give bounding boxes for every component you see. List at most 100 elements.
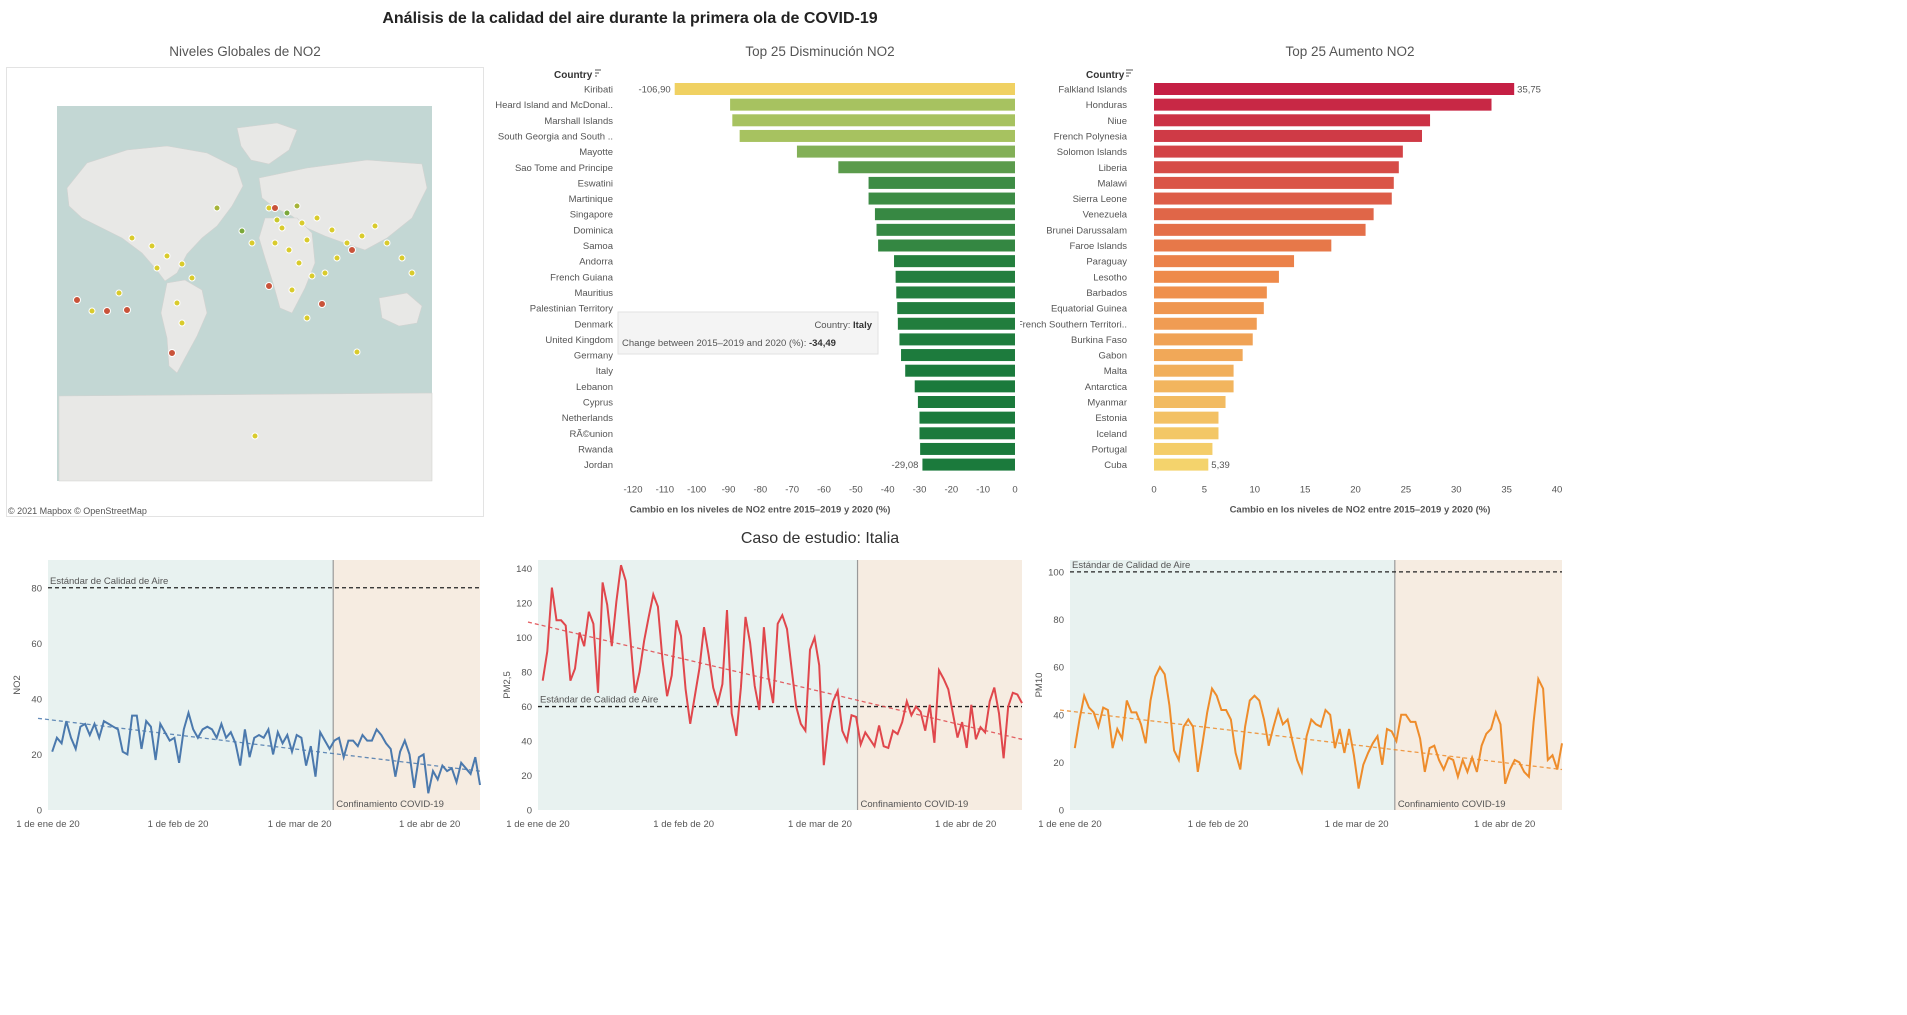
y-tick-label: 60 [521,702,532,713]
bar[interactable] [897,302,1015,315]
sort-icon[interactable] [595,69,601,77]
bar-label: Heard Island and McDonal.. [495,100,613,111]
series-line[interactable] [541,564,1023,766]
bar[interactable] [1154,349,1243,362]
bar[interactable] [868,176,1015,189]
bar[interactable] [1154,411,1219,424]
y-axis-title: PM2,5 [502,671,513,698]
bar[interactable] [1154,161,1399,174]
increase-bar-chart[interactable]: Country Falkland Islands 35,75 Honduras Niue… [1020,60,1580,520]
bar-label: United Kingdom [545,335,613,346]
x-tick-label: 1 de abr de 20 [1474,819,1535,830]
bar[interactable] [1154,145,1403,158]
bar-label: Palestinian Territory [530,304,614,315]
bar-label: Singapore [570,210,613,221]
x-tick-label: 20 [1350,484,1361,495]
bar[interactable] [838,161,1015,174]
y-tick-label: 100 [1048,567,1064,578]
series-line[interactable] [51,709,481,794]
no2-line-chart[interactable]: Confinamiento COVID-19 0 20 40 60 80 NO2 Estánd… [0,555,490,840]
case-study-title: Caso de estudio: Italia [740,530,900,547]
y-tick-label: 80 [1053,615,1064,626]
bar[interactable] [796,145,1015,158]
x-axis-title: Cambio en los niveles de NO2 entre 2015–… [1230,504,1491,515]
bar[interactable] [1154,255,1295,268]
world-map[interactable] [7,68,485,518]
bar[interactable] [876,223,1015,236]
bar[interactable] [920,442,1015,455]
bar[interactable] [1154,302,1264,315]
bar[interactable] [1154,458,1209,471]
bar[interactable] [1154,176,1394,189]
bar[interactable] [899,333,1015,346]
bar[interactable] [905,364,1015,377]
bar[interactable] [674,83,1015,95]
bar-label: Rwanda [578,444,614,455]
x-tick-label: 25 [1401,484,1412,495]
bar[interactable] [919,411,1016,424]
bar-label: Estonia [1095,413,1127,424]
bar[interactable] [897,317,1015,330]
bar-label: Cuba [1104,460,1127,471]
x-tick-label: 40 [1552,484,1563,495]
bar-label: Lebanon [576,382,613,393]
bar-label: Denmark [574,319,613,330]
bar[interactable] [868,192,1015,205]
pre-lockdown-band [1070,560,1395,810]
y-tick-label: 40 [31,694,42,705]
bar[interactable] [732,114,1015,127]
bar-label: Mayotte [579,147,613,158]
decrease-bar-chart[interactable]: Country Kiribati -106,90 Heard Island and M… [490,60,1030,520]
bar[interactable] [739,129,1015,142]
bar[interactable] [1154,396,1226,408]
pm10-line-chart[interactable]: Confinamiento COVID-19 0 20 40 60 80 100 PM10 Es… [1030,555,1570,840]
x-tick-label: 1 de mar de 20 [788,819,852,830]
bar[interactable] [1154,208,1374,221]
bar[interactable] [1154,442,1213,455]
y-tick-label: 100 [516,633,532,644]
bar[interactable] [874,208,1015,221]
y-tick-label: 40 [521,737,532,748]
bar[interactable] [1154,427,1219,440]
bar[interactable] [901,349,1015,362]
bar[interactable] [730,98,1015,111]
bar[interactable] [1154,364,1234,377]
bar[interactable] [1154,129,1422,142]
bar-data-label: 35,75 [1517,85,1541,96]
bar[interactable] [1154,98,1492,111]
bar[interactable] [1154,333,1253,346]
bar[interactable] [1154,380,1234,393]
x-tick-label: -10 [976,484,990,495]
x-tick-label: -30 [913,484,927,495]
x-tick-label: 1 de ene de 20 [1038,819,1101,830]
bar[interactable] [1154,270,1279,283]
pm25-line-chart[interactable]: Confinamiento COVID-19 0 20 40 60 80 100 120 140… [490,555,1030,840]
world-map-panel[interactable] [6,67,484,517]
bar[interactable] [1154,317,1257,330]
bar[interactable] [1154,192,1392,205]
pre-lockdown-band [538,560,858,810]
increase-chart-title: Top 25 Aumento NO2 [1285,44,1415,59]
bar[interactable] [1154,114,1431,127]
series-line[interactable] [1073,665,1563,789]
map-markers[interactable] [73,202,416,440]
bar[interactable] [1154,286,1267,299]
x-tick-label: 1 de ene de 20 [16,819,79,830]
bar[interactable] [894,255,1015,268]
bar[interactable] [914,380,1015,393]
bar[interactable] [896,286,1015,299]
bar-label: French Guiana [550,272,614,283]
bar[interactable] [895,270,1015,283]
x-tick-label: -40 [881,484,895,495]
tooltip-change: Change between 2015–2019 and 2020 (%): -… [622,338,836,349]
bar[interactable] [922,458,1015,471]
bar[interactable] [878,239,1015,252]
bar[interactable] [917,396,1015,408]
y-tick-label: 20 [31,750,42,761]
bar[interactable] [919,427,1016,440]
bar[interactable] [1154,83,1515,95]
bar[interactable] [1154,223,1366,236]
bar-label: French Southern Territori.. [1020,319,1127,330]
sort-icon[interactable] [1126,69,1133,77]
bar[interactable] [1154,239,1332,252]
